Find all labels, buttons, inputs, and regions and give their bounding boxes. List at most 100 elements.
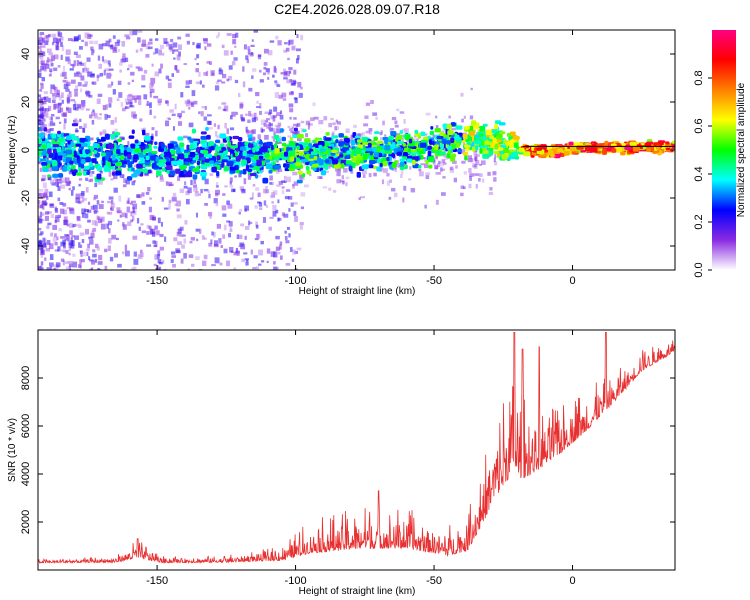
- spectrogram-cell: [176, 214, 182, 219]
- colorbar-bar: [712, 30, 736, 270]
- spectrogram-cell: [228, 233, 232, 238]
- spectrogram-cell: [494, 154, 497, 159]
- spectrogram-cell: [121, 212, 127, 218]
- spectrogram-cell: [87, 209, 92, 213]
- spectrogram-cell: [453, 177, 457, 183]
- spectrogram-cell: [289, 136, 293, 141]
- spectrogram-cell: [222, 213, 227, 217]
- spectrogram-cell: [362, 174, 366, 178]
- spectrogram-cell: [39, 211, 43, 218]
- spectrogram-cell: [309, 154, 314, 159]
- spectrogram-cell: [294, 97, 298, 104]
- spectrogram-cell: [180, 147, 185, 153]
- spectrogram-cell: [263, 48, 269, 54]
- spectrogram-cell: [256, 143, 262, 147]
- spectrogram-cell: [447, 145, 452, 150]
- spectrogram-cell: [56, 41, 60, 47]
- spectrogram-cell: [273, 156, 280, 161]
- spectrogram-cell: [192, 174, 198, 180]
- spectrogram-cell: [305, 146, 310, 151]
- spectrogram-cell: [215, 139, 221, 144]
- spectrogram-cell: [304, 184, 309, 188]
- spectrogram-cell: [131, 79, 135, 83]
- spectrogram-cell: [63, 216, 68, 223]
- spectrogram-cell: [585, 146, 594, 152]
- chart-title: C2E4.2026.028.09.07.R18: [274, 1, 440, 17]
- spectrogram-cell: [449, 168, 455, 173]
- spectrogram-cell: [381, 144, 386, 150]
- spectrogram-cell: [306, 170, 311, 175]
- spectrogram-cell: [308, 173, 312, 177]
- spectrogram-cell: [84, 213, 89, 219]
- spectrogram-cell: [221, 147, 227, 151]
- spectrogram-cell: [494, 161, 498, 166]
- spectrogram-cell: [166, 117, 170, 120]
- spectrogram-cell: [280, 110, 283, 115]
- spectrogram-cell: [53, 268, 56, 270]
- spectrogram-cell: [275, 35, 279, 40]
- spectrogram-cell: [258, 202, 263, 207]
- spectrogram-cell: [86, 248, 90, 251]
- spectrogram-cell: [187, 187, 192, 194]
- spectrogram-cell: [288, 103, 294, 108]
- spectrogram-cell: [80, 88, 83, 93]
- spectrogram-cell: [300, 128, 305, 133]
- spectrogram-cell: [143, 136, 151, 141]
- spectrogram-cell: [71, 224, 75, 228]
- spectrogram-cell: [268, 122, 271, 127]
- spectrogram-cell: [475, 153, 480, 157]
- spectrogram-cell: [118, 195, 122, 202]
- spectrogram-cell: [112, 131, 115, 135]
- spectrogram-cell: [75, 224, 78, 227]
- spectrogram-cell: [302, 129, 307, 133]
- spectrogram-cell: [47, 33, 51, 37]
- spectrogram-cell: [232, 38, 237, 45]
- spectrogram-cell: [456, 142, 460, 149]
- spectrogram-cell: [310, 151, 318, 156]
- spectrogram-cell: [158, 49, 163, 56]
- spectrogram-cell: [240, 114, 243, 120]
- spectrogram-cell: [269, 216, 274, 219]
- spectrogram-cell: [250, 44, 255, 47]
- spectrogram-cell: [71, 240, 75, 247]
- spectrogram-cell: [277, 199, 280, 204]
- spectrogram-cell: [289, 79, 293, 83]
- spectrogram-cell: [135, 49, 139, 53]
- spectrogram-cell: [156, 265, 160, 270]
- spectrogram-cell: [149, 197, 152, 200]
- spectrogram-cell: [38, 188, 44, 192]
- spectrogram-cell: [332, 189, 337, 193]
- spectrogram-cell: [463, 115, 466, 119]
- spectrogram-cell: [48, 58, 53, 63]
- spectrogram-cell: [244, 235, 247, 240]
- spectrogram-cell: [289, 128, 293, 132]
- spectrogram-cell: [280, 180, 285, 183]
- spectrogram-cell: [184, 220, 188, 225]
- spectrogram-cell: [166, 169, 170, 174]
- spectrogram-cell: [162, 159, 167, 163]
- spectrogram-cell: [266, 260, 269, 264]
- spectrogram-cell: [405, 134, 410, 141]
- spectrogram-cell: [287, 135, 291, 138]
- spectrogram-cell: [126, 95, 132, 101]
- spectrogram-cell: [66, 236, 71, 242]
- spectrogram-cell: [44, 40, 49, 46]
- spectrogram-cell: [345, 128, 350, 134]
- spectrogram-cell: [51, 99, 56, 104]
- spectrogram-cell: [58, 162, 62, 166]
- spectrogram-cell: [153, 95, 159, 99]
- spectrogram-cell: [479, 147, 483, 154]
- spectrogram-cell: [300, 86, 303, 90]
- spectrogram-cell: [90, 205, 95, 210]
- spectrogram-cell: [60, 73, 65, 77]
- spectrogram-cell: [78, 167, 82, 172]
- spectrogram-cell: [260, 240, 264, 245]
- spectrogram-cell: [263, 62, 268, 66]
- spectrogram-cell: [87, 201, 91, 205]
- spectrogram-cell: [227, 141, 231, 148]
- spectrogram-cell: [58, 94, 62, 101]
- spectrogram-cell: [83, 198, 88, 201]
- spectrogram-cell: [365, 147, 373, 152]
- spectrogram-cell: [240, 244, 246, 250]
- spectrogram-cell: [96, 76, 99, 82]
